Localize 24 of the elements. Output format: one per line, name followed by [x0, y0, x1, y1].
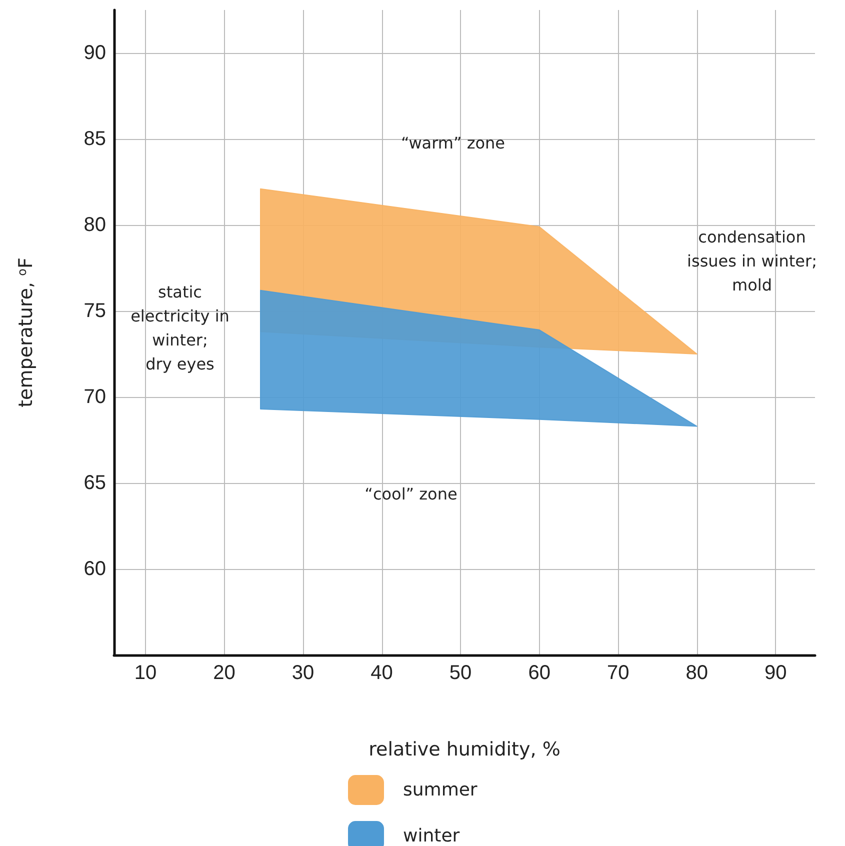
legend-label: winter	[403, 826, 460, 846]
annotation: “cool” zone	[364, 484, 458, 504]
x-tick-label: 40	[370, 662, 393, 684]
x-tick-label: 90	[764, 662, 787, 684]
x-tick-label: 50	[449, 662, 472, 684]
y-tick-label: 60	[84, 558, 106, 580]
annotation: condensation issues in winter; mold	[687, 228, 817, 294]
y-tick-label: 75	[84, 300, 106, 322]
x-tick-label: 10	[134, 662, 157, 684]
y-tick-label: 80	[84, 214, 106, 236]
x-axis-title: relative humidity, %	[368, 738, 560, 760]
x-tick-label: 20	[213, 662, 236, 684]
x-tick-label: 60	[528, 662, 550, 684]
annotation: static electricity in winter; dry eyes	[130, 282, 230, 374]
y-tick-label: 65	[84, 472, 106, 494]
x-tick-label: 80	[686, 662, 708, 684]
legend-label: summer	[403, 780, 478, 800]
x-tick-label: 70	[606, 662, 630, 684]
annotation: “warm” zone	[400, 134, 506, 152]
y-tick-label: 70	[84, 386, 106, 408]
y-axis-title: temperature, oF	[15, 258, 37, 408]
y-tick-label: 85	[84, 128, 106, 150]
y-tick-label: 90	[84, 42, 106, 64]
x-tick-label: 30	[292, 662, 314, 684]
